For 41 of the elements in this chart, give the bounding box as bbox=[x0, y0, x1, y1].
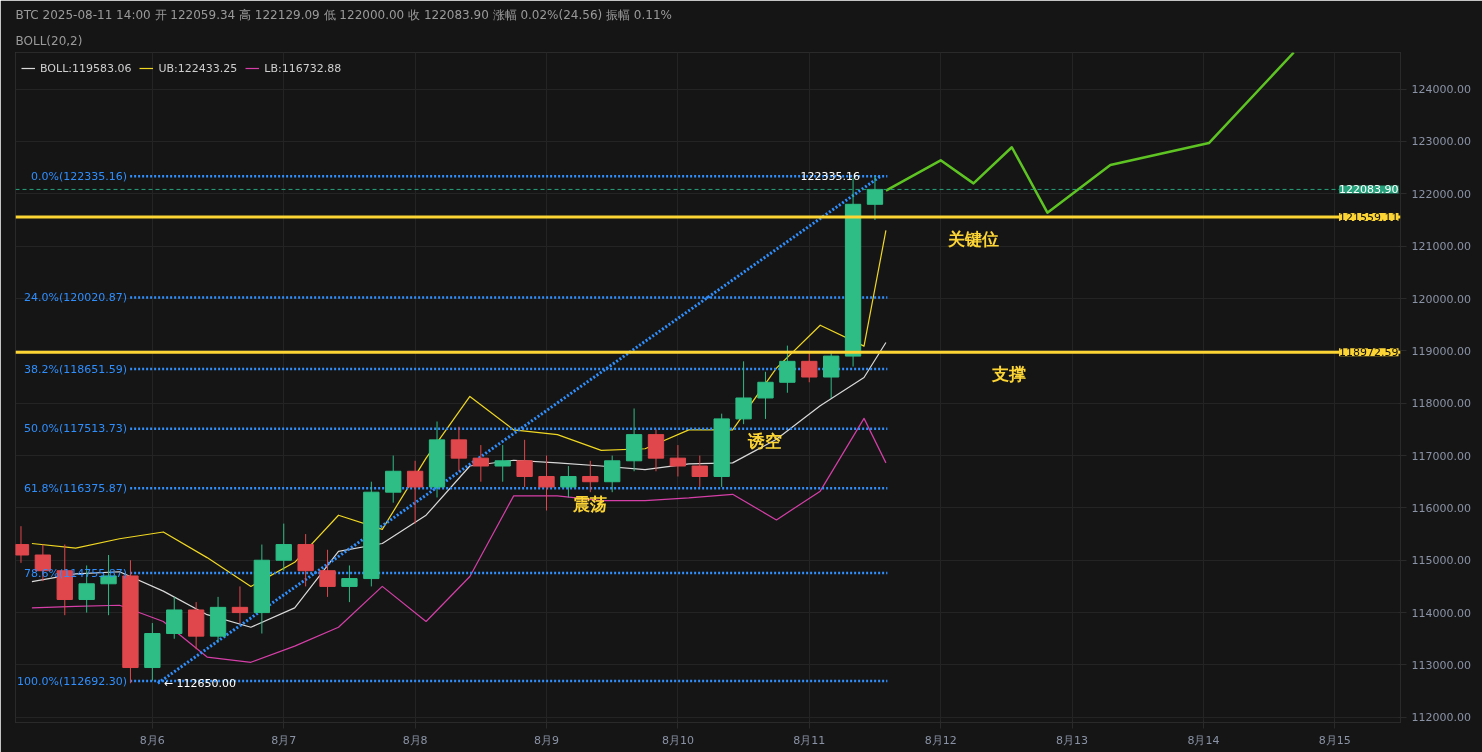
annotation: 122335.16 bbox=[800, 170, 861, 184]
y-tick-label: 115000.00 bbox=[1411, 554, 1471, 568]
x-tick-label: 8月8 bbox=[402, 733, 428, 747]
x-tick-label: 8月10 bbox=[661, 733, 694, 747]
legend-label: UB:122433.25 bbox=[158, 61, 238, 75]
x-tick-label: 8月7 bbox=[271, 733, 297, 747]
chart-subtitle: BOLL(20,2) bbox=[15, 33, 83, 48]
y-tick-label: 121000.00 bbox=[1411, 240, 1471, 254]
y-tick-label: 117000.00 bbox=[1411, 449, 1471, 463]
ref-line-label: 118972.59 bbox=[1339, 346, 1399, 360]
y-tick-label: 113000.00 bbox=[1411, 658, 1471, 672]
y-tick-label: 116000.00 bbox=[1411, 501, 1471, 515]
x-tick-label: 8月12 bbox=[924, 733, 957, 747]
ref-line-label: 50.0%(117513.73) bbox=[24, 422, 128, 436]
ref-line-label: 0.0%(122335.16) bbox=[31, 169, 128, 183]
y-tick-label: 112000.00 bbox=[1411, 711, 1471, 725]
x-tick-label: 8月15 bbox=[1318, 733, 1351, 747]
annotation: ← 112650.00 bbox=[163, 676, 237, 690]
x-tick-label: 8月14 bbox=[1187, 733, 1220, 747]
y-tick-label: 122000.00 bbox=[1411, 187, 1471, 201]
y-tick-label: 124000.00 bbox=[1411, 83, 1471, 97]
ref-line-label: 121559.11 bbox=[1339, 210, 1399, 224]
legend-label: BOLL:119583.06 bbox=[40, 61, 132, 75]
ref-line-label: 61.8%(116375.87) bbox=[24, 481, 128, 495]
annotation: 支撑 bbox=[991, 364, 1027, 385]
y-tick-label: 123000.00 bbox=[1411, 135, 1471, 149]
ref-line-label: 100.0%(112692.30) bbox=[17, 674, 128, 688]
y-tick-label: 120000.00 bbox=[1411, 292, 1471, 306]
y-tick-label: 118000.00 bbox=[1411, 397, 1471, 411]
x-tick-label: 8月11 bbox=[793, 733, 826, 747]
y-tick-label: 119000.00 bbox=[1411, 344, 1471, 358]
x-tick-label: 8月9 bbox=[534, 733, 560, 747]
annotation: 关键位 bbox=[947, 228, 999, 249]
legend-label: LB:116732.88 bbox=[264, 61, 342, 75]
chart-title: BTC 2025-08-11 14:00 开 122059.34 高 122129.09 低 122000.00 收 122083.90 涨幅 0.02%(24.56) 振幅 0.11% bbox=[15, 7, 672, 22]
x-tick-label: 8月6 bbox=[139, 733, 165, 747]
y-tick-label: 114000.00 bbox=[1411, 606, 1471, 620]
x-tick-label: 8月13 bbox=[1056, 733, 1089, 747]
ref-line-label: 24.0%(120020.87) bbox=[24, 290, 128, 304]
ref-line-label: 38.2%(118651.59) bbox=[24, 362, 128, 376]
ref-line-label: 122083.90 bbox=[1339, 183, 1399, 197]
